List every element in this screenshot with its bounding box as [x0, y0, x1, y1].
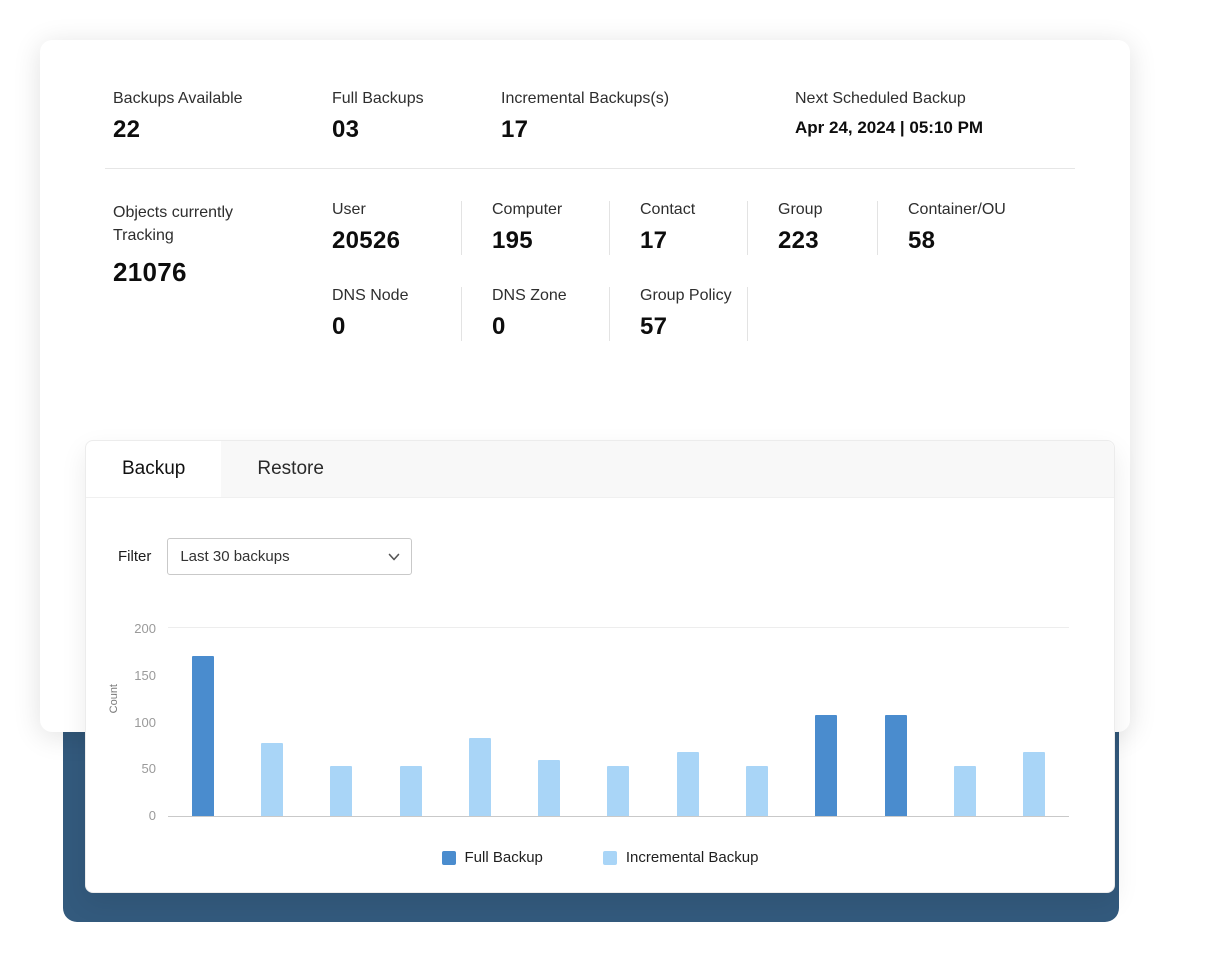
- stat-value: 223: [778, 227, 819, 254]
- y-tick: 50: [141, 761, 156, 777]
- legend-label: Full Backup: [464, 849, 543, 866]
- stat-next-scheduled-backup: Next Scheduled Backup Apr 24, 2024 | 05:…: [795, 90, 1075, 144]
- stat-label: Contact: [640, 201, 696, 218]
- stat-label: Objects currently Tracking: [113, 204, 234, 245]
- backup-chart-card: Backup Restore Filter Last 30 backups Co…: [85, 440, 1115, 893]
- stat-label: Full Backups: [332, 90, 424, 107]
- bar-incremental-backup: [468, 737, 491, 816]
- tab-label: Restore: [257, 458, 324, 479]
- tab-label: Backup: [122, 458, 186, 479]
- legend-swatch-incremental: [602, 850, 617, 865]
- objects-grid: User 20526 Computer 195 Contact 17 Group…: [332, 201, 1075, 341]
- stat-value: 03: [332, 116, 360, 143]
- stat-label: User: [332, 201, 366, 218]
- bar-incremental-backup: [260, 742, 283, 816]
- stat-incremental-backups: Incremental Backups(s) 17: [501, 90, 795, 144]
- filter-dropdown[interactable]: Last 30 backups: [167, 538, 413, 575]
- bar-chart: Count 200 150 100 50 0: [108, 621, 1069, 823]
- y-axis-ticks: 200 150 100 50 0: [120, 621, 156, 823]
- stat-user: User 20526: [332, 201, 462, 255]
- stat-label: Incremental Backups(s): [501, 90, 670, 107]
- legend-item-incremental-backup: Incremental Backup: [602, 849, 759, 866]
- bar-incremental-backup: [607, 766, 630, 816]
- stat-value: 0: [332, 313, 346, 340]
- stat-value: 22: [113, 116, 141, 143]
- stat-container-ou: Container/OU 58: [878, 201, 1075, 255]
- objects-tracking-section: Objects currently Tracking 21076 User 20…: [40, 169, 1130, 341]
- y-tick: 0: [148, 808, 156, 823]
- stat-value: 58: [908, 227, 936, 254]
- tab-backup[interactable]: Backup: [86, 441, 222, 497]
- stat-label: Backups Available: [113, 90, 243, 107]
- bar-incremental-backup: [953, 766, 976, 816]
- bar-incremental-backup: [538, 759, 561, 816]
- bar-full-backup: [191, 656, 214, 816]
- stat-objects-tracking: Objects currently Tracking 21076: [113, 201, 332, 341]
- bar-incremental-backup: [746, 766, 769, 816]
- stat-value: 17: [501, 116, 529, 143]
- stat-label: Group Policy: [640, 287, 732, 304]
- filter-row: Filter Last 30 backups: [118, 538, 1114, 575]
- divider: [105, 168, 1075, 169]
- bar-plot: [168, 627, 1069, 817]
- stat-value: 57: [640, 313, 668, 340]
- y-tick: 100: [134, 714, 156, 730]
- chart-legend: Full Backup Incremental Backup: [86, 849, 1114, 866]
- stat-label: DNS Zone: [492, 287, 567, 304]
- stat-computer: Computer 195: [462, 201, 610, 255]
- bar-incremental-backup: [330, 766, 353, 816]
- tab-bar: Backup Restore: [86, 441, 1114, 498]
- stat-value: 195: [492, 227, 533, 254]
- filter-selected-value: Last 30 backups: [180, 548, 290, 565]
- stat-full-backups: Full Backups 03: [332, 90, 501, 144]
- legend-item-full-backup: Full Backup: [441, 849, 543, 866]
- stat-contact: Contact 17: [610, 201, 748, 255]
- stat-label: Container/OU: [908, 201, 1006, 218]
- filter-label: Filter: [118, 548, 152, 565]
- stat-value: 17: [640, 227, 668, 254]
- bar-incremental-backup: [399, 766, 422, 816]
- stat-dns-node: DNS Node 0: [332, 287, 462, 341]
- stat-dns-zone: DNS Zone 0: [462, 287, 610, 341]
- legend-swatch-full: [441, 850, 456, 865]
- stat-label: Next Scheduled Backup: [795, 90, 966, 107]
- tab-restore[interactable]: Restore: [221, 441, 360, 497]
- y-axis-label: Count: [108, 684, 120, 714]
- y-tick: 150: [134, 667, 156, 683]
- bar-incremental-backup: [676, 752, 699, 816]
- stat-label: DNS Node: [332, 287, 409, 304]
- stat-value: Apr 24, 2024 | 05:10 PM: [795, 118, 984, 137]
- backup-stats-row: Backups Available 22 Full Backups 03 Inc…: [40, 40, 1130, 168]
- chevron-down-icon: [387, 550, 401, 564]
- stat-backups-available: Backups Available 22: [113, 90, 332, 144]
- stat-group: Group 223: [748, 201, 878, 255]
- bar-incremental-backup: [1023, 752, 1046, 816]
- legend-label: Incremental Backup: [625, 849, 759, 866]
- stat-label: Group: [778, 201, 823, 218]
- stat-value: 21076: [113, 257, 187, 288]
- bar-full-backup: [884, 715, 907, 816]
- bar-full-backup: [815, 715, 838, 816]
- y-tick: 200: [134, 621, 156, 636]
- stat-group-policy: Group Policy 57: [610, 287, 748, 341]
- stat-value: 0: [492, 313, 506, 340]
- stat-label: Computer: [492, 201, 563, 218]
- stat-value: 20526: [332, 227, 401, 254]
